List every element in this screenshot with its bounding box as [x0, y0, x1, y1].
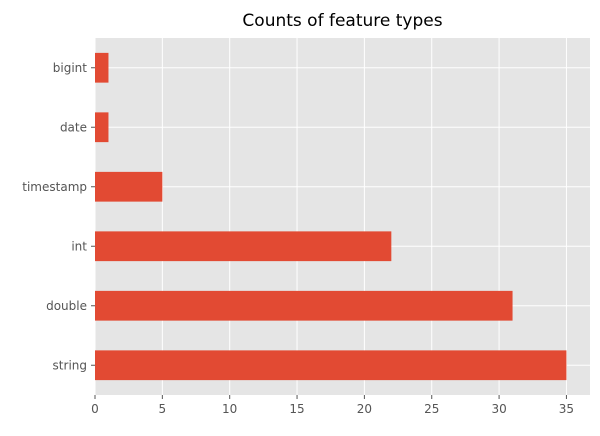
bar-timestamp	[95, 171, 163, 202]
y-tick-label-timestamp: timestamp	[22, 180, 87, 194]
x-tick-label-25: 25	[424, 402, 439, 416]
y-tick-label-bigint: bigint	[53, 61, 88, 75]
x-tick-label-0: 0	[91, 402, 99, 416]
y-tick-label-int: int	[71, 239, 87, 253]
plot-area	[95, 38, 590, 395]
bar-string	[95, 350, 567, 381]
y-tick-label-date: date	[60, 120, 87, 134]
y-tick-label-double: double	[46, 299, 87, 313]
chart-title: Counts of feature types	[242, 11, 442, 31]
x-tick-label-30: 30	[491, 402, 506, 416]
bars	[95, 52, 567, 381]
x-tick-label-10: 10	[222, 402, 237, 416]
y-axis: string double int timestamp date bigint	[22, 61, 95, 372]
bar-date	[95, 112, 109, 143]
bar-double	[95, 290, 513, 321]
x-tick-label-20: 20	[357, 402, 372, 416]
x-tick-label-35: 35	[559, 402, 574, 416]
x-tick-label-5: 5	[159, 402, 167, 416]
x-axis: 0 5 10 15 20 25 30 35	[91, 395, 574, 416]
bar-int	[95, 231, 392, 262]
y-tick-label-string: string	[53, 358, 87, 372]
bar-bigint	[95, 52, 109, 83]
x-tick-label-15: 15	[289, 402, 304, 416]
